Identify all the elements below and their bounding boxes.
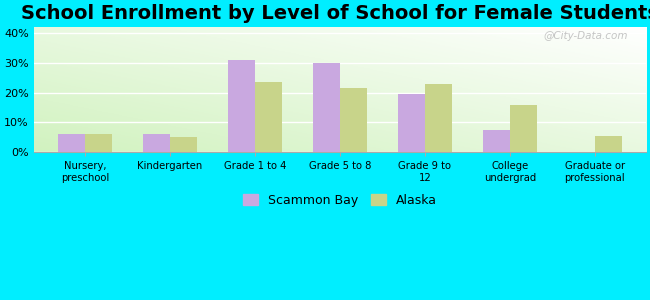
Title: School Enrollment by Level of School for Female Students: School Enrollment by Level of School for… <box>21 4 650 23</box>
Bar <box>255 82 282 152</box>
Bar <box>58 134 84 152</box>
Bar <box>142 134 170 152</box>
Bar <box>84 134 112 152</box>
Bar <box>595 136 622 152</box>
Legend: Scammon Bay, Alaska: Scammon Bay, Alaska <box>239 190 441 210</box>
Bar <box>227 60 255 152</box>
Bar <box>482 130 510 152</box>
Bar <box>170 137 197 152</box>
Bar <box>510 104 537 152</box>
Bar <box>425 84 452 152</box>
Bar <box>313 63 340 152</box>
Text: @City-Data.com: @City-Data.com <box>543 31 627 41</box>
Bar <box>340 88 367 152</box>
Bar <box>398 94 425 152</box>
